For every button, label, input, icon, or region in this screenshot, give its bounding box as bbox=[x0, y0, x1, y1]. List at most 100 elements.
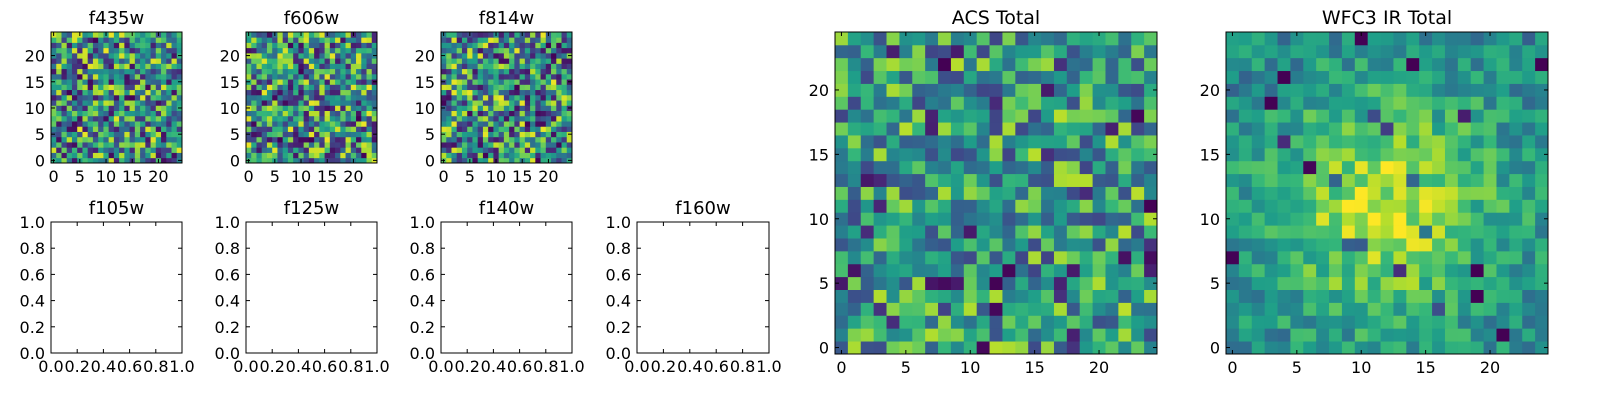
heatmap-cell bbox=[1028, 315, 1042, 329]
heatmap-cell bbox=[134, 37, 141, 43]
heatmap-cell bbox=[51, 73, 57, 80]
heatmap-cell bbox=[1251, 57, 1266, 72]
heatmap-cell bbox=[556, 142, 562, 148]
heatmap-cell bbox=[1509, 96, 1523, 110]
heatmap-cell bbox=[66, 32, 73, 38]
heatmap-cell bbox=[77, 105, 83, 111]
heatmap-cell bbox=[1131, 263, 1145, 278]
heatmap-cell bbox=[950, 250, 965, 265]
heatmap-cell bbox=[1419, 96, 1433, 110]
heatmap-cell bbox=[912, 225, 926, 239]
heatmap-cell bbox=[482, 89, 489, 96]
heatmap-cell bbox=[1079, 147, 1093, 162]
heatmap-cell bbox=[1277, 173, 1291, 187]
heatmap-cell bbox=[272, 73, 278, 80]
heatmap-cell bbox=[1432, 341, 1446, 355]
heatmap-cell bbox=[1105, 57, 1119, 72]
heatmap-cell bbox=[98, 115, 104, 122]
heatmap-cell bbox=[1509, 341, 1523, 355]
heatmap-cell bbox=[989, 83, 1003, 97]
heatmap-cell bbox=[488, 100, 494, 106]
heatmap-cell bbox=[477, 136, 484, 143]
heatmap-cell bbox=[287, 152, 294, 159]
y-tick-label: 0.6 bbox=[410, 265, 435, 284]
heatmap-cell bbox=[456, 110, 463, 117]
heatmap-cell bbox=[493, 115, 500, 122]
heatmap-cell bbox=[477, 89, 484, 96]
heatmap-cell bbox=[298, 52, 305, 59]
y-tick-label: 0.4 bbox=[20, 292, 45, 311]
heatmap-cell bbox=[1354, 135, 1369, 149]
heatmap-cell bbox=[540, 131, 547, 138]
heatmap-cell bbox=[1522, 289, 1536, 303]
heatmap-cell bbox=[293, 84, 299, 91]
heatmap-cell bbox=[176, 47, 183, 54]
heatmap-cell bbox=[1251, 276, 1266, 290]
heatmap-cell bbox=[345, 84, 352, 91]
heatmap-cell bbox=[561, 63, 568, 70]
heatmap-cell bbox=[472, 94, 479, 101]
heatmap-cell bbox=[545, 100, 552, 106]
heatmap-cell bbox=[350, 73, 357, 80]
heatmap-cell bbox=[938, 250, 952, 265]
heatmap-cell bbox=[345, 89, 352, 96]
heatmap-cell bbox=[77, 100, 83, 106]
heatmap-cell bbox=[1251, 225, 1266, 239]
heatmap-cell bbox=[1496, 341, 1510, 355]
heatmap-cell bbox=[530, 115, 536, 122]
heatmap-cell bbox=[1470, 289, 1484, 303]
heatmap-cell bbox=[1367, 147, 1381, 162]
heatmap-cell bbox=[92, 147, 99, 153]
heatmap-cell bbox=[282, 136, 289, 143]
heatmap-cell bbox=[1131, 289, 1145, 303]
heatmap-cell bbox=[350, 68, 357, 75]
heatmap-cell bbox=[171, 147, 178, 153]
heatmap-cell bbox=[1264, 122, 1278, 136]
heatmap-cell bbox=[51, 147, 57, 153]
heatmap-cell bbox=[456, 157, 463, 164]
heatmap-cell bbox=[319, 157, 325, 164]
heatmap-cell bbox=[519, 84, 526, 91]
heatmap-cell bbox=[488, 136, 494, 143]
heatmap-cell bbox=[98, 73, 104, 80]
heatmap-cell bbox=[1509, 70, 1523, 84]
heatmap-cell bbox=[1367, 199, 1381, 213]
heatmap-cell bbox=[461, 157, 468, 164]
heatmap-cell bbox=[451, 142, 458, 148]
heatmap-cell bbox=[1028, 225, 1042, 239]
heatmap-cell bbox=[361, 131, 367, 138]
heatmap-cell bbox=[1015, 96, 1029, 110]
heatmap-cell bbox=[287, 142, 294, 148]
heatmap-cell bbox=[561, 58, 568, 64]
heatmap-cell bbox=[82, 157, 89, 164]
heatmap-cell bbox=[171, 32, 178, 38]
heatmap-cell bbox=[925, 199, 939, 213]
heatmap-cell bbox=[1380, 263, 1394, 278]
heatmap-cell bbox=[482, 94, 489, 101]
heatmap-cell bbox=[308, 147, 315, 153]
heatmap-cell bbox=[561, 84, 568, 91]
heatmap-cell bbox=[161, 126, 167, 132]
heatmap-cell bbox=[1251, 147, 1266, 162]
heatmap-cell bbox=[989, 160, 1003, 175]
heatmap-cell bbox=[56, 63, 62, 70]
heatmap-cell bbox=[938, 341, 952, 355]
heatmap-cell bbox=[335, 37, 341, 43]
heatmap-cell bbox=[266, 63, 273, 70]
heatmap-cell bbox=[561, 110, 568, 117]
heatmap-cell bbox=[545, 63, 552, 70]
heatmap-cell bbox=[324, 52, 331, 59]
heatmap-cell bbox=[886, 186, 900, 200]
heatmap-cell bbox=[129, 152, 136, 159]
heatmap-cell bbox=[371, 73, 378, 80]
heatmap-cell bbox=[524, 142, 531, 148]
heatmap-cell bbox=[356, 136, 362, 143]
heatmap-cell bbox=[1380, 199, 1394, 213]
heatmap-cell bbox=[472, 142, 479, 148]
heatmap-cell bbox=[1470, 147, 1484, 162]
heatmap-cell bbox=[176, 89, 183, 96]
heatmap-cell bbox=[329, 115, 336, 122]
heatmap-cell bbox=[545, 58, 552, 64]
heatmap-cell bbox=[1354, 83, 1369, 97]
heatmap-cell bbox=[524, 110, 531, 117]
